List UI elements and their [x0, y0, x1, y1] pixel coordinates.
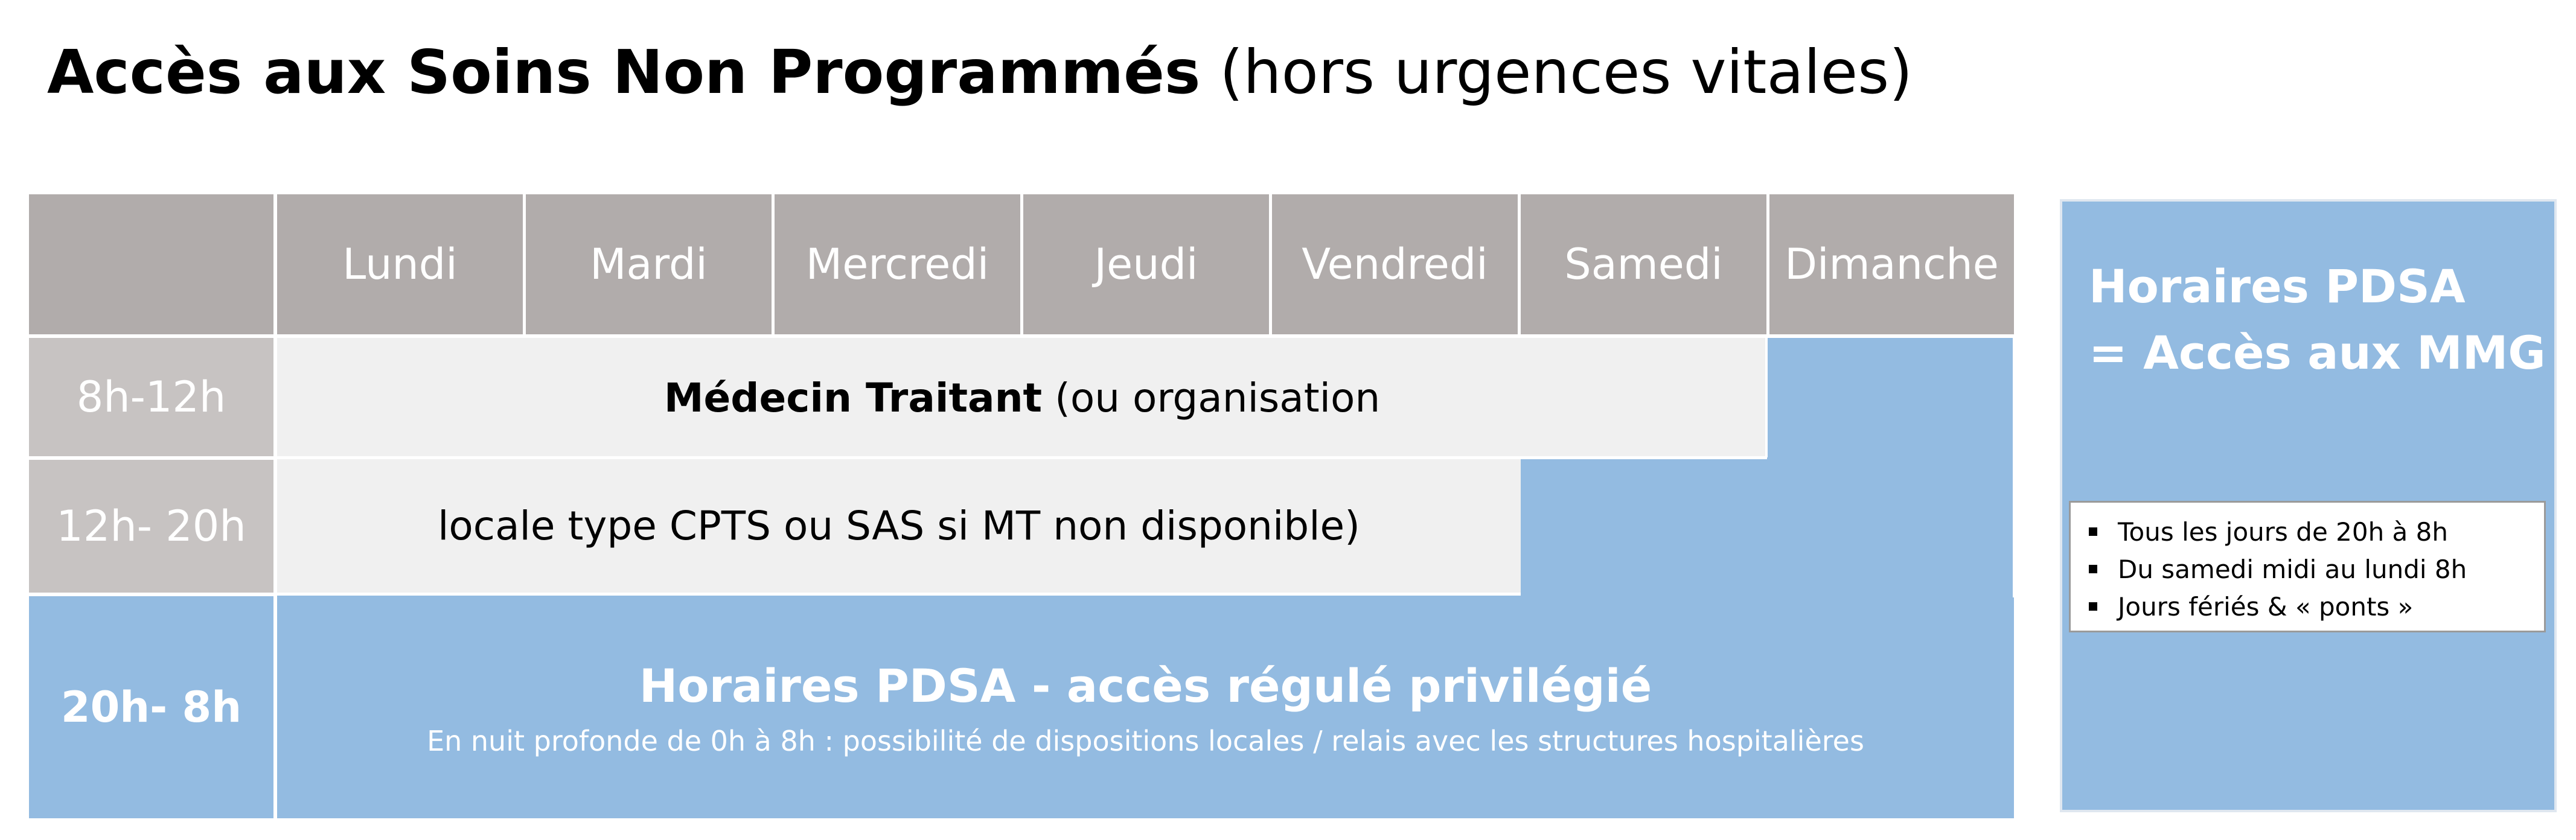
- side-title-line1: Horaires PDSA: [2089, 259, 2466, 313]
- time-slot-morning: 8h-12h: [29, 338, 273, 456]
- page-title-main: Accès aux Soins Non Programmés: [47, 37, 1201, 107]
- side-title-line2: = Accès aux MMG: [2089, 326, 2546, 380]
- medecin-traitant-rest: (ou organisation: [1055, 375, 1381, 421]
- day-header-vendredi: Vendredi: [1272, 194, 1518, 334]
- page-title-sub: (hors urgences vitales): [1219, 37, 1913, 107]
- day-header-jeudi: Jeudi: [1023, 194, 1269, 334]
- bullet-icon: [2089, 602, 2097, 611]
- medecin-area-bottom: [277, 457, 1521, 594]
- day-header-lundi: Lundi: [277, 194, 523, 334]
- right-edge-line: [2013, 338, 2016, 597]
- medecin-area-top: [277, 338, 1767, 457]
- time-slot-night: 20h- 8h: [29, 596, 273, 818]
- medecin-traitant-line2: locale type CPTS ou SAS si MT non dispon…: [438, 503, 1360, 549]
- day-header-mercredi: Mercredi: [775, 194, 1020, 334]
- day-header-samedi: Samedi: [1521, 194, 1766, 334]
- time-slot-afternoon: 12h- 20h: [29, 460, 273, 593]
- side-panel-title: Horaires PDSA = Accès aux MMG: [2089, 253, 2548, 386]
- side-bullet-text: Du samedi midi au lundi 8h: [2118, 555, 2467, 584]
- pdsa-band-subtitle: En nuit profonde de 0h à 8h : possibilit…: [427, 725, 1864, 757]
- samedi-divider: [1765, 338, 1768, 457]
- side-bullet-text: Jours fériés & « ponts »: [2118, 592, 2414, 622]
- bullet-icon: [2089, 527, 2097, 536]
- pdsa-band-title: Horaires PDSA - accès régulé privilégié: [639, 659, 1652, 713]
- medecin-traitant-line1: Médecin Traitant (ou organisation: [277, 368, 1767, 428]
- side-bullet-list: Tous les jours de 20h à 8h Du samedi mid…: [2089, 514, 2526, 626]
- medecin-traitant-label: Médecin Traitant: [663, 375, 1043, 421]
- side-bullet-text: Tous les jours de 20h à 8h: [2118, 517, 2448, 547]
- side-bullet-item: Tous les jours de 20h à 8h: [2089, 514, 2526, 551]
- page-title: Accès aux Soins Non Programmés (hors urg…: [47, 30, 1913, 115]
- row-divider-1: [277, 456, 1767, 459]
- day-header-dimanche: Dimanche: [1769, 194, 2014, 334]
- bullet-icon: [2089, 564, 2097, 573]
- side-bullet-item: Du samedi midi au lundi 8h: [2089, 551, 2526, 588]
- day-header-mardi: Mardi: [526, 194, 772, 334]
- row-divider-2: [277, 593, 1521, 596]
- side-bullet-item: Jours fériés & « ponts »: [2089, 588, 2526, 626]
- side-info-box: Tous les jours de 20h à 8h Du samedi mid…: [2069, 501, 2546, 632]
- header-corner: [29, 194, 273, 334]
